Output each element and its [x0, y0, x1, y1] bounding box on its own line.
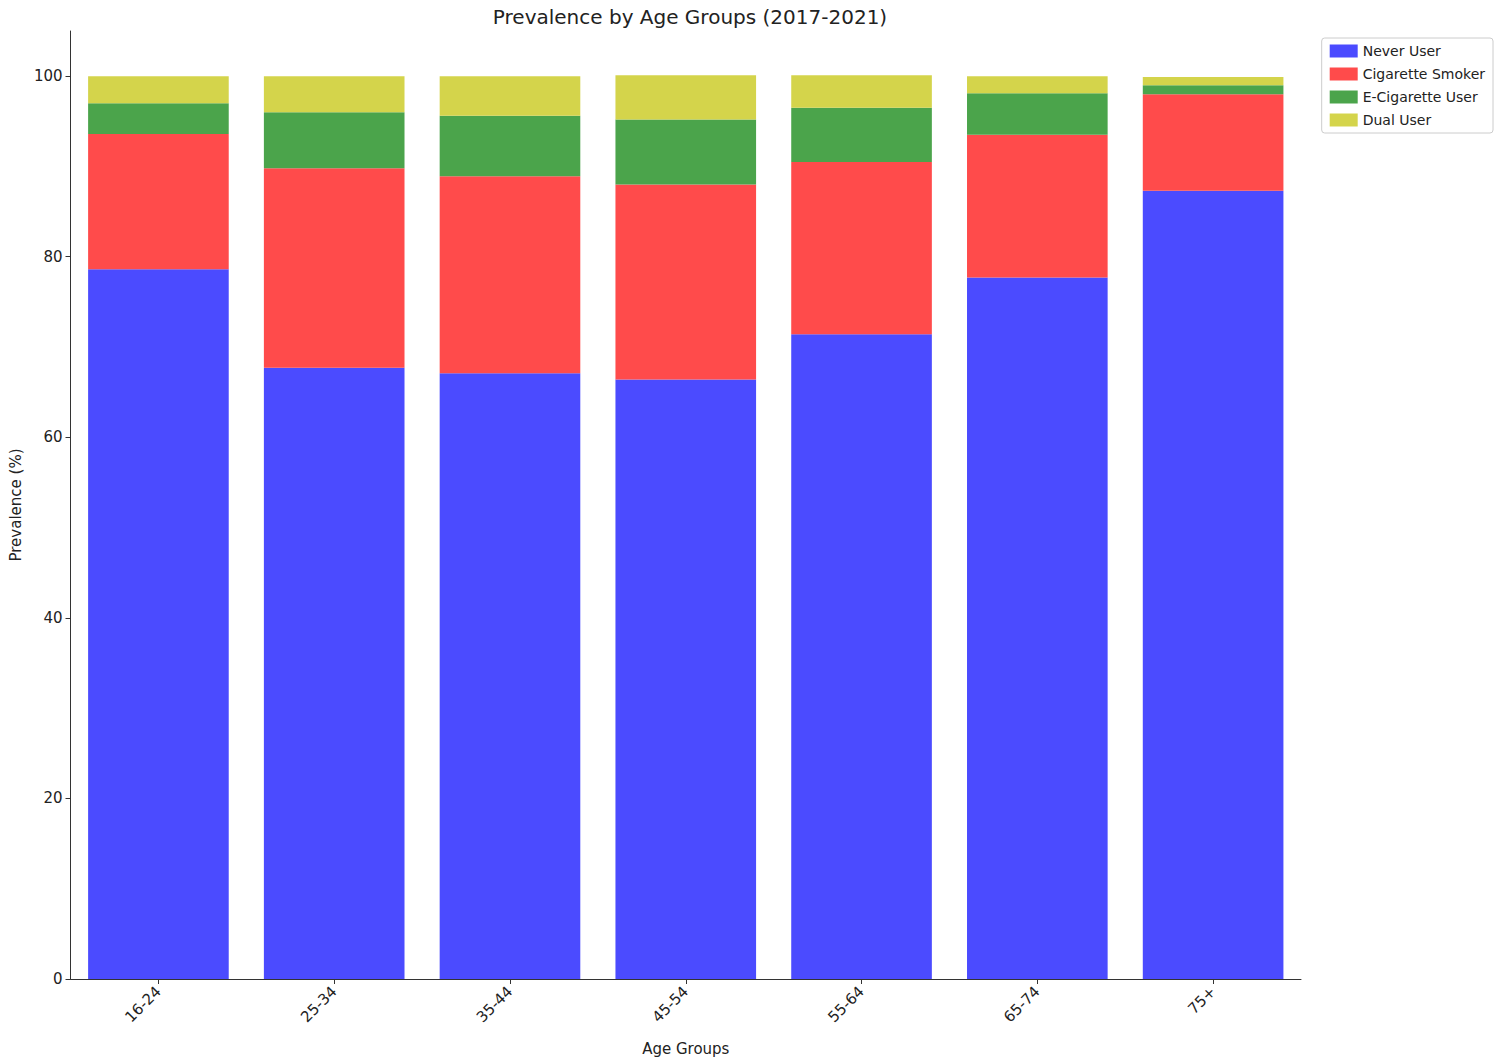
svg-text:45-54: 45-54: [649, 983, 693, 1027]
svg-text:Dual User: Dual User: [1363, 112, 1432, 128]
svg-text:0: 0: [53, 970, 63, 988]
svg-text:16-24: 16-24: [121, 983, 165, 1027]
svg-text:Prevalence by Age Groups (2017: Prevalence by Age Groups (2017-2021): [493, 5, 887, 29]
svg-text:40: 40: [43, 609, 62, 627]
svg-text:20: 20: [43, 789, 62, 807]
svg-text:Prevalence (%): Prevalence (%): [7, 448, 25, 561]
svg-text:E-Cigarette User: E-Cigarette User: [1363, 89, 1478, 105]
svg-text:80: 80: [43, 248, 62, 266]
svg-text:55-64: 55-64: [824, 983, 868, 1027]
svg-text:65-74: 65-74: [1000, 983, 1044, 1027]
svg-text:Cigarette Smoker: Cigarette Smoker: [1363, 66, 1486, 82]
svg-text:75+: 75+: [1184, 983, 1219, 1018]
svg-text:100: 100: [34, 67, 63, 85]
svg-text:35-44: 35-44: [473, 983, 517, 1027]
svg-text:Never User: Never User: [1363, 43, 1441, 59]
svg-text:25-34: 25-34: [297, 983, 341, 1027]
svg-text:Age Groups: Age Groups: [642, 1040, 729, 1058]
svg-text:60: 60: [43, 428, 62, 446]
